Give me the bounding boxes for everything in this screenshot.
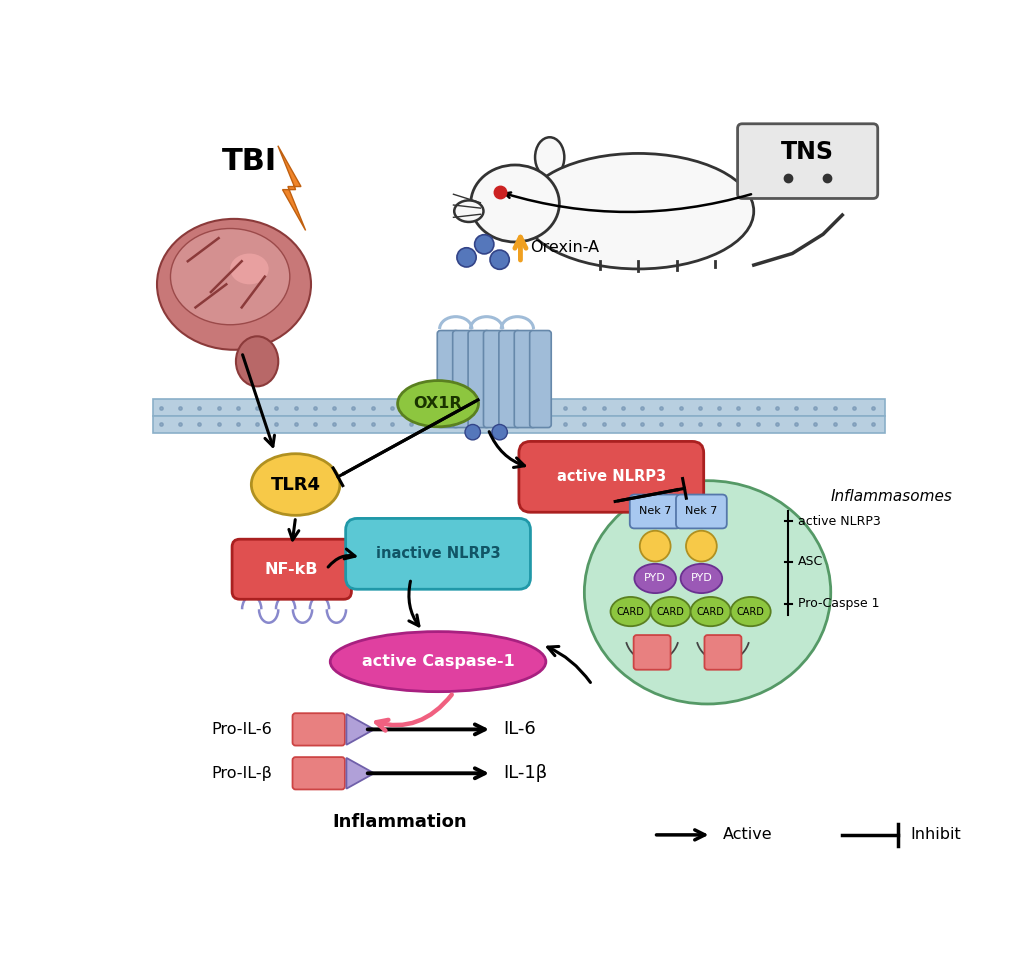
FancyBboxPatch shape [292, 713, 344, 745]
Text: TLR4: TLR4 [270, 476, 320, 493]
Ellipse shape [471, 165, 558, 242]
FancyBboxPatch shape [483, 330, 504, 428]
Text: CARD: CARD [696, 607, 723, 616]
Ellipse shape [523, 153, 753, 269]
Ellipse shape [453, 200, 483, 222]
Ellipse shape [634, 564, 676, 593]
Text: Inflammation: Inflammation [332, 813, 467, 830]
Text: OX1R: OX1R [414, 397, 462, 411]
Ellipse shape [489, 250, 508, 270]
Text: ASC: ASC [797, 555, 822, 568]
Polygon shape [346, 714, 374, 744]
Text: PYD: PYD [644, 573, 665, 583]
Ellipse shape [397, 381, 478, 427]
FancyBboxPatch shape [676, 494, 727, 529]
FancyBboxPatch shape [452, 330, 474, 428]
Polygon shape [277, 146, 306, 231]
Text: IL-6: IL-6 [503, 720, 536, 739]
Ellipse shape [650, 597, 690, 626]
Ellipse shape [474, 234, 493, 254]
FancyBboxPatch shape [437, 330, 459, 428]
Polygon shape [346, 758, 374, 788]
FancyBboxPatch shape [629, 494, 680, 529]
Ellipse shape [457, 248, 476, 267]
Ellipse shape [639, 531, 669, 562]
FancyBboxPatch shape [704, 635, 741, 669]
Text: Nek 7: Nek 7 [685, 506, 717, 517]
Ellipse shape [686, 531, 716, 562]
Text: TNS: TNS [781, 140, 834, 164]
Ellipse shape [330, 631, 545, 692]
Text: TBI: TBI [221, 147, 277, 176]
Text: Inhibit: Inhibit [909, 828, 960, 842]
Text: CARD: CARD [736, 607, 764, 616]
Text: Inflammasomes: Inflammasomes [829, 488, 952, 503]
Ellipse shape [535, 137, 564, 177]
Ellipse shape [170, 229, 289, 324]
Ellipse shape [465, 424, 480, 440]
Text: active NLRP3: active NLRP3 [797, 515, 879, 528]
Ellipse shape [610, 597, 650, 626]
FancyBboxPatch shape [498, 330, 520, 428]
Text: inactive NLRP3: inactive NLRP3 [375, 546, 500, 562]
Ellipse shape [730, 597, 770, 626]
FancyBboxPatch shape [292, 757, 344, 789]
Text: Active: Active [722, 828, 771, 842]
Text: CARD: CARD [616, 607, 644, 616]
FancyBboxPatch shape [519, 442, 703, 512]
Text: Orexin-A: Orexin-A [530, 240, 599, 255]
Ellipse shape [230, 253, 268, 284]
Text: Nek 7: Nek 7 [638, 506, 671, 517]
Ellipse shape [584, 481, 829, 704]
Text: PYD: PYD [690, 573, 711, 583]
Ellipse shape [251, 453, 339, 515]
FancyBboxPatch shape [529, 330, 550, 428]
Ellipse shape [680, 564, 721, 593]
Text: Pro-Caspse 1: Pro-Caspse 1 [797, 597, 878, 611]
FancyBboxPatch shape [514, 330, 535, 428]
Ellipse shape [491, 424, 506, 440]
Bar [153, 399, 883, 416]
Bar [153, 416, 883, 433]
Ellipse shape [157, 219, 311, 350]
Text: Pro-IL-6: Pro-IL-6 [212, 722, 272, 737]
Text: active Caspase-1: active Caspase-1 [362, 655, 514, 669]
Text: Pro-IL-β: Pro-IL-β [211, 766, 272, 781]
FancyBboxPatch shape [737, 124, 877, 198]
Text: active NLRP3: active NLRP3 [556, 469, 665, 485]
Text: NF-kB: NF-kB [265, 562, 318, 576]
Text: CARD: CARD [656, 607, 684, 616]
Ellipse shape [690, 597, 730, 626]
Ellipse shape [235, 336, 278, 386]
FancyBboxPatch shape [232, 539, 352, 599]
Text: IL-1β: IL-1β [503, 764, 547, 783]
FancyBboxPatch shape [468, 330, 489, 428]
FancyBboxPatch shape [633, 635, 669, 669]
FancyBboxPatch shape [345, 519, 530, 589]
